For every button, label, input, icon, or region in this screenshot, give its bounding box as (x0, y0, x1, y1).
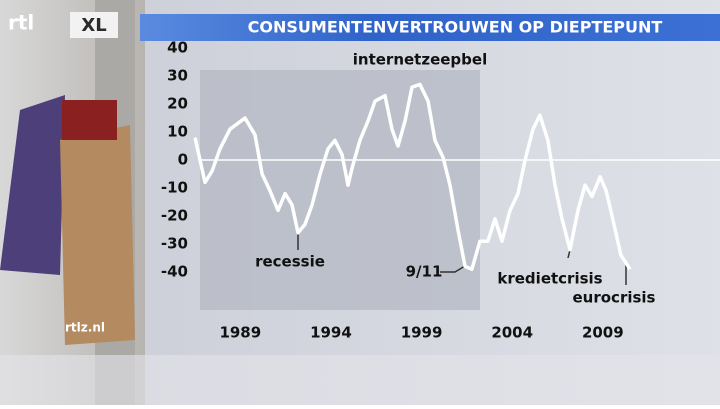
y-tick-label: -10 (161, 179, 188, 197)
logo-badge: XL (81, 15, 106, 36)
bag-purple (0, 95, 65, 275)
y-tick-label: -20 (161, 207, 188, 225)
y-tick-label: 10 (167, 123, 188, 141)
bag-red (62, 100, 117, 140)
annotation: recessie (255, 253, 325, 271)
line-series (193, 82, 632, 271)
y-tick-label: -40 (161, 263, 188, 281)
y-tick-label: 30 (167, 67, 188, 85)
annotation: kredietcrisis (497, 270, 602, 288)
x-tick-label: 2004 (491, 324, 533, 342)
leader-lines (297, 234, 627, 285)
annotation: eurocrisis (573, 289, 656, 307)
watermark: rtlz.nl (65, 321, 105, 335)
y-tick-label: 0 (178, 151, 188, 169)
y-tick-label: 20 (167, 95, 188, 113)
bag-brown (60, 125, 135, 345)
x-tick-label: 1989 (219, 324, 261, 342)
y-tick-label: 40 (167, 39, 188, 57)
x-tick-label: 1994 (310, 324, 352, 342)
chart-title: CONSUMENTENVERTROUWEN OP DIEPTEPUNT (248, 18, 663, 37)
y-tick-label: -30 (161, 235, 188, 253)
plot-panel (200, 70, 480, 310)
title-bar (140, 14, 720, 41)
logo-badge-bg (70, 12, 118, 38)
logo: rtl (8, 11, 34, 35)
annotation: internetzeepbel (353, 51, 487, 69)
floor (0, 355, 720, 405)
x-tick-label: 1999 (401, 324, 443, 342)
x-tick-label: 2009 (582, 324, 624, 342)
annotation: 9/11 (406, 263, 443, 281)
